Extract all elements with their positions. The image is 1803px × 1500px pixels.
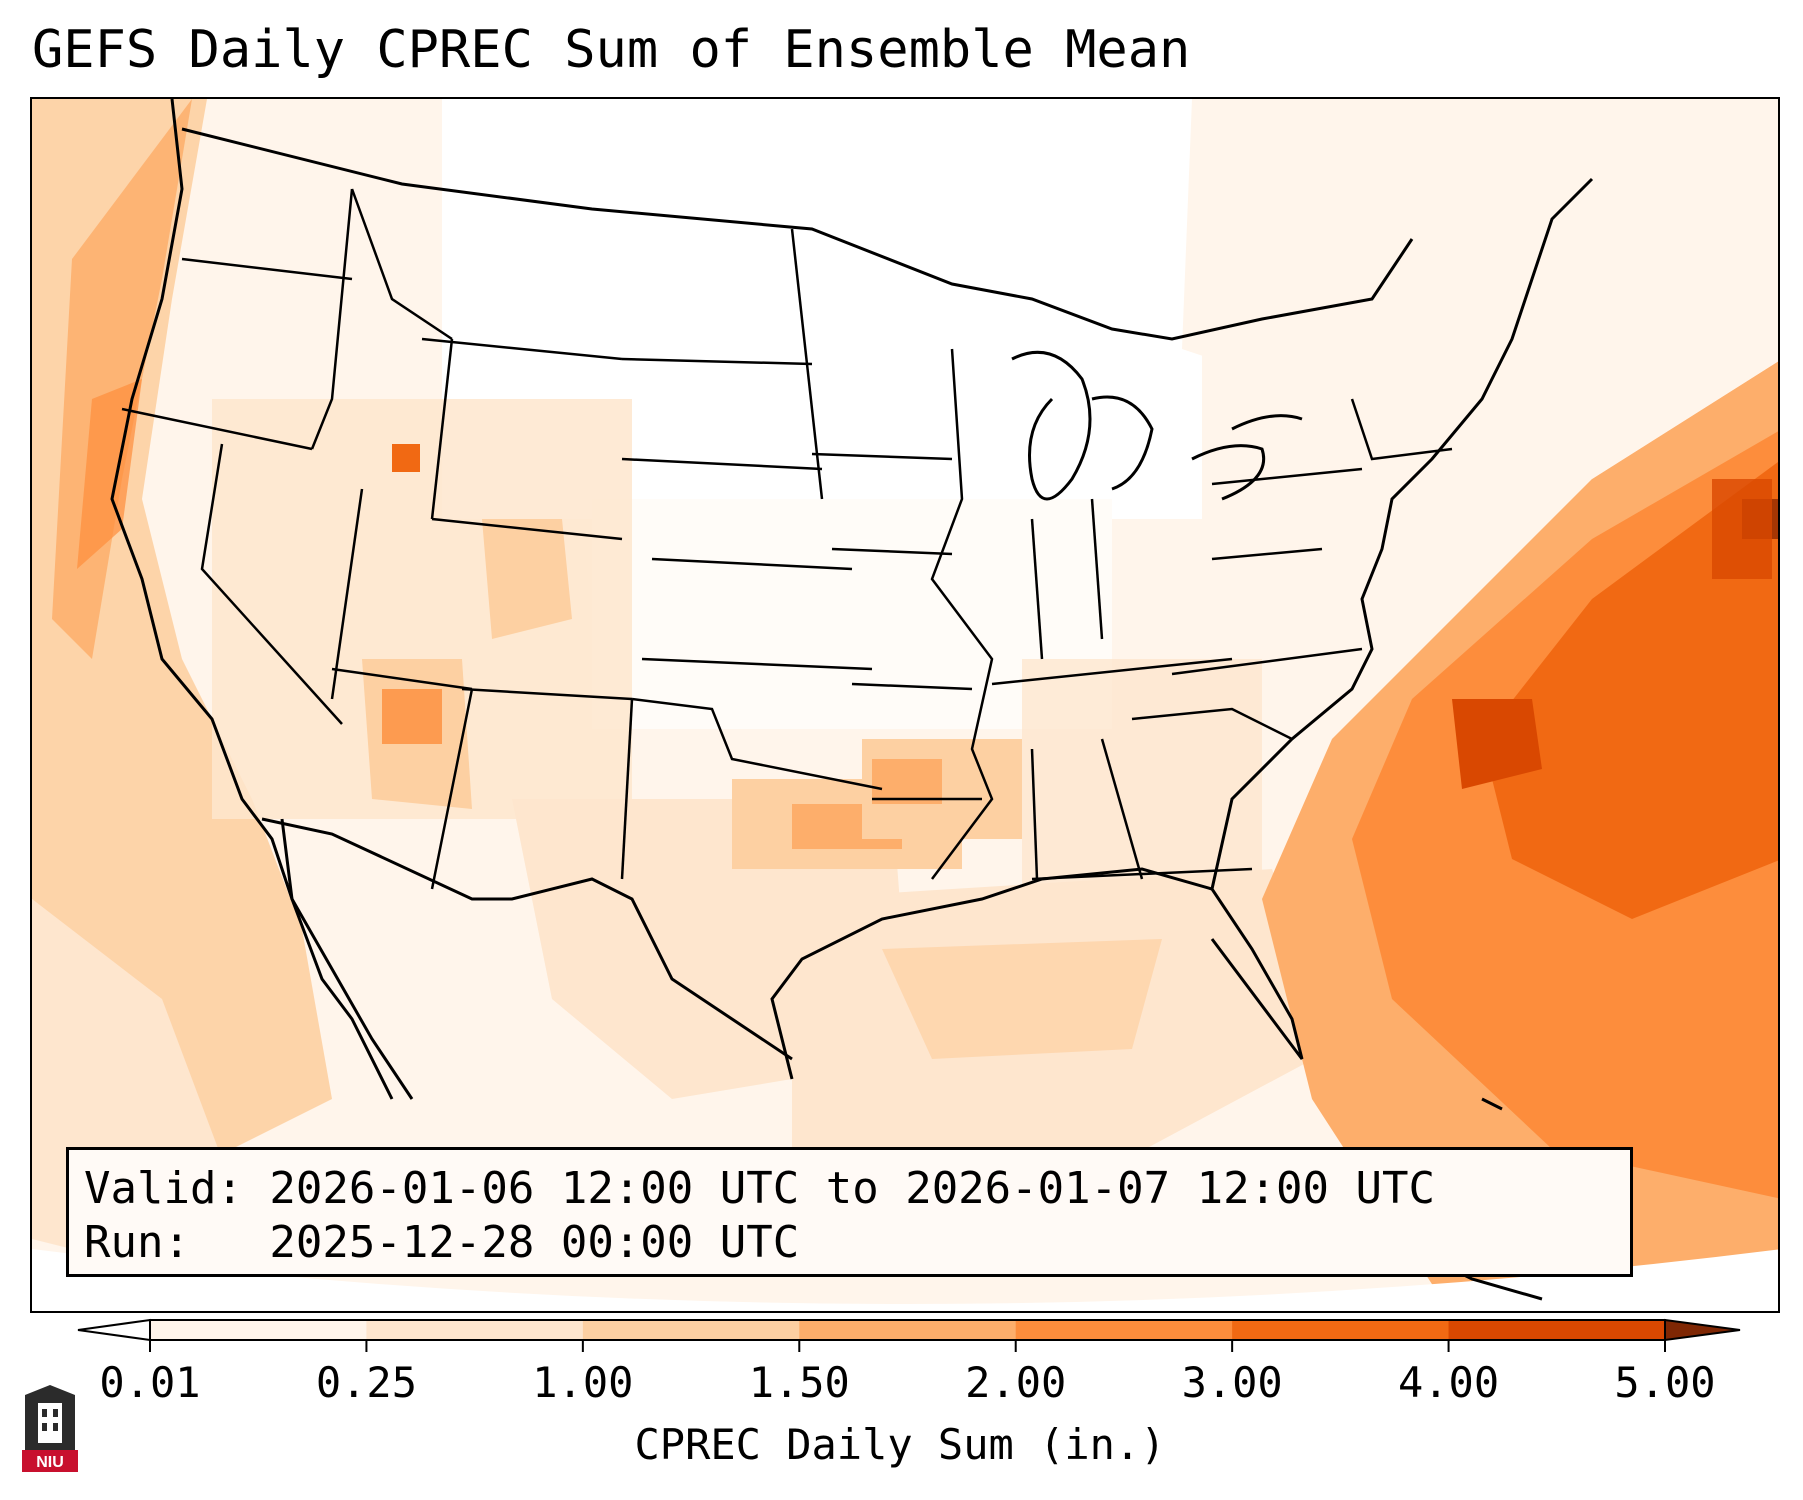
- gulf-coast: [770, 867, 1304, 1080]
- border-nv-ut: [330, 488, 364, 700]
- border-ok-tx: [631, 697, 883, 791]
- border-az-nm: [430, 688, 474, 890]
- border-mt-wy: [421, 337, 623, 361]
- border-mt-id: [350, 188, 453, 341]
- colorbar-segment: [1015, 1320, 1233, 1340]
- border-co-nm: [461, 687, 633, 701]
- border-dakotas-mn: [790, 228, 824, 500]
- colorbar-over-arrow: [1664, 1318, 1741, 1342]
- border-ks-ok: [641, 657, 873, 671]
- state-borders: [121, 188, 1453, 890]
- us-mexico-border: [261, 817, 793, 1061]
- east-coast: [1210, 177, 1594, 890]
- border-ne-ks: [651, 557, 853, 571]
- atlantic-core-2: [1712, 479, 1772, 579]
- border-wa-or: [181, 257, 353, 281]
- colorbar-tick-label: 3.00: [1181, 1358, 1283, 1407]
- northeast-precip: [1182, 99, 1778, 479]
- colorbar-tick-label: 1.50: [748, 1358, 850, 1407]
- country-borders: [181, 127, 1414, 1061]
- colorbar-segment: [366, 1320, 584, 1340]
- border-al-ga: [1100, 738, 1144, 880]
- border-or-ca: [121, 407, 313, 451]
- west-coast: [110, 99, 394, 1100]
- border-nc-va: [1171, 647, 1363, 676]
- border-ca-nv: [200, 443, 343, 725]
- precipitation-map: [30, 97, 1780, 1313]
- projection-edge: [32, 1249, 1778, 1311]
- border-ia-mo: [831, 547, 953, 556]
- border-nm-tx: [620, 698, 634, 880]
- border-ut-az: [331, 667, 473, 691]
- border-mississippi: [930, 348, 994, 880]
- logo-tower: [38, 1403, 62, 1443]
- colorbar-tick-label: 0.25: [315, 1358, 417, 1407]
- great-lakes: [1011, 350, 1303, 501]
- border-sd-ne: [621, 457, 823, 471]
- colorbar-segments: [150, 1320, 1666, 1340]
- louisiana-core: [872, 759, 942, 804]
- southeast-precip: [1022, 659, 1262, 899]
- colorbar-tick-label: 1.00: [532, 1358, 634, 1407]
- border-tn-ky: [991, 657, 1233, 686]
- run-time-line: Run: 2025-12-28 00:00 UTC: [84, 1217, 800, 1268]
- colorbar-segment: [150, 1320, 367, 1340]
- logo-banner: [22, 1450, 78, 1472]
- logo-text: NIU: [36, 1454, 64, 1471]
- border-nd-sd: [621, 357, 813, 366]
- border-pa-ny: [1211, 467, 1363, 486]
- us-canada-border: [181, 127, 1414, 341]
- colorbar-segment: [1232, 1320, 1450, 1340]
- colorbar-segment: [582, 1320, 800, 1340]
- colorbar-tick-label: 2.00: [965, 1358, 1067, 1407]
- atlantic-precip-core: [1452, 699, 1542, 789]
- border-mo-ar: [851, 682, 973, 691]
- colorbar-tick-label: 0.01: [99, 1358, 201, 1407]
- valid-time-line: Valid: 2026-01-06 12:00 UTC to 2026-01-0…: [84, 1163, 1436, 1214]
- colorbar-segment: [1448, 1320, 1666, 1340]
- gulf-precip-inner: [882, 939, 1162, 1059]
- baja-coast: [280, 818, 414, 1100]
- colorbar-under-arrow: [77, 1318, 151, 1342]
- colorbar: [77, 1318, 1741, 1352]
- university-tower-icon: NIU: [22, 1385, 78, 1472]
- colorbar-tick-label: 5.00: [1614, 1358, 1716, 1407]
- utah-spot: [392, 444, 420, 472]
- atlantic-precip-high: [1482, 461, 1778, 919]
- border-il-in: [1030, 518, 1044, 660]
- colorado-precip: [482, 519, 572, 639]
- border-in-oh: [1090, 498, 1104, 640]
- map-canvas: [32, 99, 1778, 1311]
- border-ms-al: [1030, 748, 1039, 880]
- border-id: [310, 188, 354, 450]
- colorbar-outline: [149, 1319, 1666, 1341]
- border-sc-nc: [1131, 707, 1293, 741]
- colorbar-segment: [799, 1320, 1017, 1340]
- colorbar-ticks: [149, 1340, 1666, 1352]
- arizona-spot: [382, 689, 442, 744]
- map-title: GEFS Daily CPREC Sum of Ensemble Mean: [32, 20, 1191, 80]
- border-md-pa: [1211, 547, 1323, 561]
- border-wy-id: [430, 338, 454, 520]
- border-mn-ia: [811, 452, 953, 461]
- validity-info-box: Valid: 2026-01-06 12:00 UTC to 2026-01-0…: [66, 1147, 1633, 1277]
- colorbar-tick-label: 4.00: [1397, 1358, 1500, 1407]
- border-ne-states: [1350, 398, 1453, 461]
- colorbar-label: CPREC Daily Sum (in.): [634, 1420, 1166, 1469]
- coastlines: [110, 99, 1604, 1301]
- border-wy-co: [431, 517, 623, 541]
